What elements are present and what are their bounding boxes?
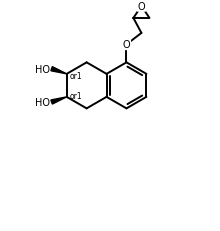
Text: or1: or1 bbox=[70, 92, 82, 101]
Polygon shape bbox=[51, 67, 67, 75]
Polygon shape bbox=[51, 97, 67, 105]
Text: HO: HO bbox=[35, 97, 50, 108]
Text: or1: or1 bbox=[70, 71, 82, 80]
Text: O: O bbox=[138, 2, 145, 12]
Text: O: O bbox=[123, 40, 130, 50]
Text: HO: HO bbox=[35, 64, 50, 74]
